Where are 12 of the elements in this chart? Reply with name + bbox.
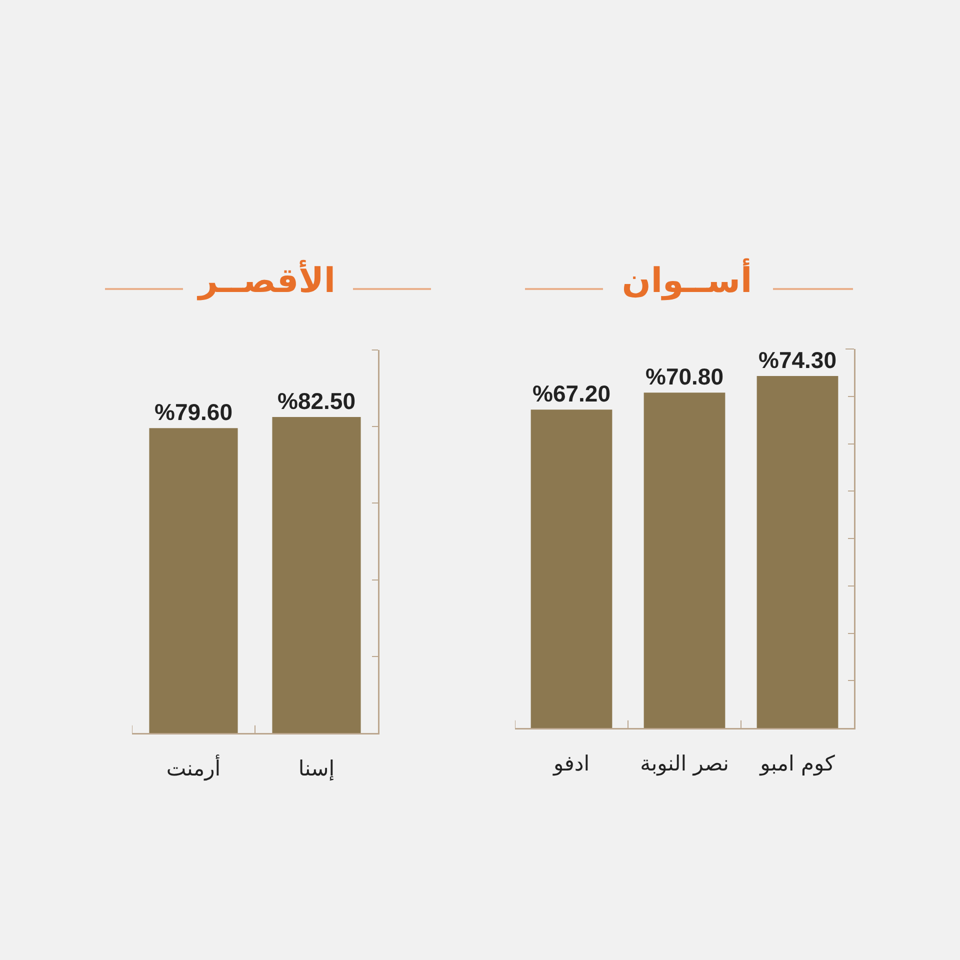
x-tick-label: إسنا xyxy=(298,756,335,782)
data-label: %70.80 xyxy=(645,364,724,390)
x-tick-label: ادفو xyxy=(552,752,590,777)
x-tick-label: نصر النوبة xyxy=(640,752,729,777)
chart-title: الأقصــر xyxy=(196,258,336,301)
data-label: %67.20 xyxy=(532,380,611,407)
data-label: %79.60 xyxy=(154,399,233,426)
x-tick-label: كوم امبو xyxy=(759,752,835,777)
data-label: %74.30 xyxy=(758,347,837,373)
data-label: %82.50 xyxy=(277,388,356,414)
x-tick-label: أرمنت xyxy=(166,754,221,782)
chart-title: أســوان xyxy=(622,258,752,301)
